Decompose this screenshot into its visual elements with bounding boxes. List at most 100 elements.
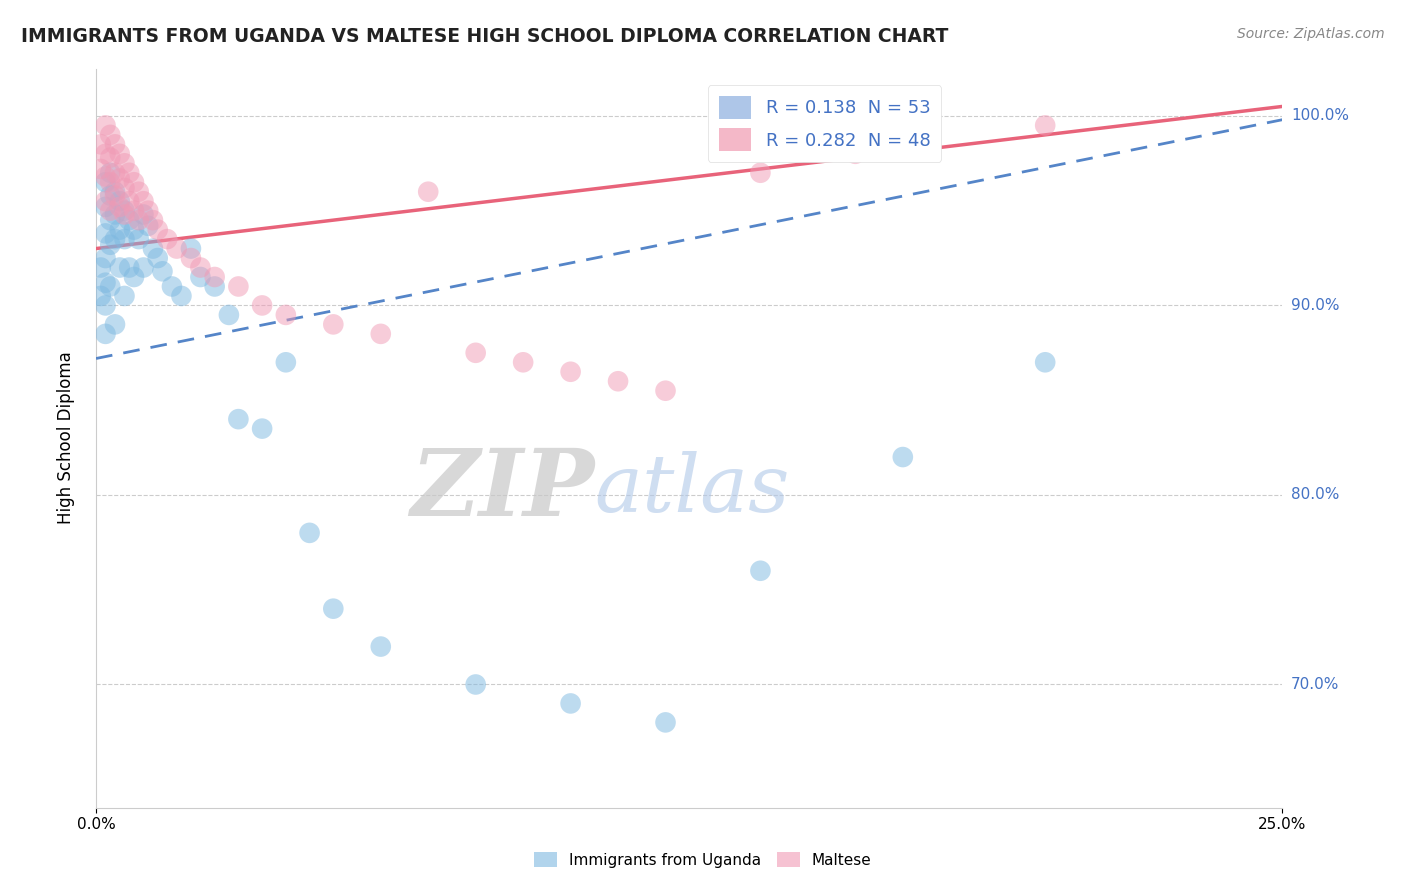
Point (98, 151, 121, 165)
Point (94, 169, 117, 184)
Point (98, 166, 121, 180)
Point (104, 137, 127, 152)
Point (560, 365, 582, 379)
Point (749, 564, 772, 578)
Point (250, 298, 273, 312)
Point (114, 207, 136, 221)
Point (204, 270, 226, 285)
Point (142, 242, 165, 256)
Point (104, 232, 127, 246)
Point (228, 412, 250, 426)
Point (98, 128, 121, 142)
Point (228, 279, 250, 293)
Point (104, 207, 127, 221)
Text: IMMIGRANTS FROM UGANDA VS MALTESE HIGH SCHOOL DIPLOMA CORRELATION CHART: IMMIGRANTS FROM UGANDA VS MALTESE HIGH S… (21, 27, 949, 45)
Point (94, 194, 117, 209)
Point (128, 232, 150, 246)
Text: 100.0%: 100.0% (1291, 109, 1348, 123)
Point (560, 697, 582, 711)
Point (94, 326, 117, 341)
Point (94, 146, 117, 161)
Point (128, 213, 150, 227)
Point (98, 213, 121, 227)
Point (322, 318, 344, 332)
Point (132, 207, 155, 221)
Point (94, 200, 117, 214)
Legend: R = 0.138  N = 53, R = 0.282  N = 48: R = 0.138 N = 53, R = 0.282 N = 48 (707, 85, 941, 162)
Point (370, 640, 392, 654)
Point (274, 308, 297, 322)
Point (190, 270, 212, 285)
Point (118, 213, 141, 227)
Point (108, 200, 131, 214)
Point (170, 289, 193, 303)
Point (108, 260, 131, 275)
Point (1033, 119, 1056, 133)
Point (844, 146, 866, 161)
Point (114, 156, 136, 170)
Point (118, 260, 141, 275)
Point (749, 166, 772, 180)
Point (104, 188, 127, 202)
Point (94, 276, 117, 290)
Point (114, 232, 136, 246)
Point (136, 219, 159, 233)
Point (464, 346, 486, 360)
Point (94, 175, 117, 189)
Legend: Immigrants from Uganda, Maltese: Immigrants from Uganda, Maltese (529, 846, 877, 873)
Point (122, 222, 145, 236)
Point (891, 450, 914, 464)
Point (654, 384, 676, 398)
Point (90, 161, 112, 176)
Point (180, 242, 202, 256)
Point (166, 242, 188, 256)
Point (156, 232, 179, 246)
Y-axis label: High School Diploma: High School Diploma (58, 351, 75, 524)
Point (1033, 355, 1056, 369)
Point (94, 227, 117, 241)
Text: Source: ZipAtlas.com: Source: ZipAtlas.com (1237, 27, 1385, 41)
Point (90, 289, 112, 303)
Point (98, 203, 121, 218)
Point (190, 260, 212, 275)
Point (114, 203, 136, 218)
Point (98, 237, 121, 252)
Point (142, 213, 165, 227)
Point (418, 185, 440, 199)
Point (512, 355, 534, 369)
Point (132, 260, 155, 275)
Point (122, 203, 145, 218)
Point (94, 119, 117, 133)
Point (90, 260, 112, 275)
Point (464, 677, 486, 691)
Point (218, 308, 240, 322)
Point (180, 251, 202, 265)
Point (122, 270, 145, 285)
Point (108, 194, 131, 209)
Point (250, 422, 273, 436)
Point (274, 355, 297, 369)
Point (94, 251, 117, 265)
Point (108, 171, 131, 186)
Point (104, 318, 127, 332)
Text: 70.0%: 70.0% (1291, 677, 1339, 692)
Point (204, 279, 226, 293)
Point (94, 298, 117, 312)
Point (152, 264, 174, 278)
Point (98, 279, 121, 293)
Point (146, 222, 169, 236)
Point (146, 251, 169, 265)
Point (654, 715, 676, 730)
Point (90, 137, 112, 152)
Point (118, 166, 141, 180)
Point (322, 601, 344, 615)
Point (122, 175, 145, 189)
Point (98, 175, 121, 189)
Point (370, 326, 392, 341)
Text: atlas: atlas (595, 451, 790, 529)
Point (108, 222, 131, 236)
Point (136, 203, 159, 218)
Point (108, 146, 131, 161)
Point (298, 525, 321, 540)
Point (104, 166, 127, 180)
